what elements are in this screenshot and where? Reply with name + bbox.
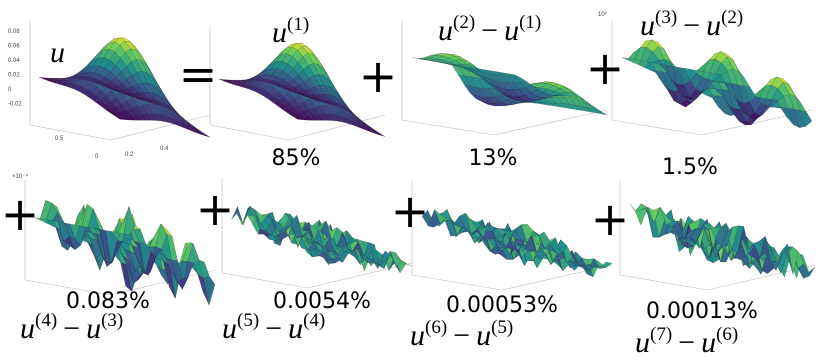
operator: + [359,49,398,103]
sup: (5) [237,310,259,331]
panel-label: u(4) − u(3) [20,310,123,345]
base: u [438,14,453,47]
base: u [50,36,65,69]
operator: + [196,182,235,236]
base: u [272,16,287,49]
share-label: 13% [469,146,518,171]
sup: (6) [425,317,447,338]
operator: + [586,41,625,95]
base: u [635,326,650,359]
base2: u [706,9,721,42]
axis-frame [619,180,816,291]
base2: u [288,312,303,345]
surface-facet [515,224,528,230]
x-tick-label: 0 [95,154,99,160]
z-tick-label: 0.08 [8,29,20,35]
axis-frame [411,180,613,291]
operator: + [1,187,40,241]
share-label: 0.00053% [446,293,558,318]
surface-plot [209,25,386,141]
z-tick-label: -0.02 [8,102,22,108]
z-tick-label: 0.02 [8,73,20,79]
base: u [222,312,237,345]
surface-facet [508,73,521,78]
axis-multiplier: 10³ [598,12,607,18]
share-label: 85% [272,146,321,171]
surface-plot [401,20,608,136]
panel-label: u(7) − u(6) [635,324,738,359]
sup: (1) [287,14,309,35]
panel-label: u(1) [272,14,309,49]
panel-label: u(2) − u(1) [438,12,541,47]
operator: + [391,184,430,238]
panel-label: u(5) − u(4) [222,310,325,345]
sup2: (3) [101,310,123,331]
operator: − [481,14,498,47]
panel-label: u(3) − u(2) [640,7,743,42]
operator: − [683,9,700,42]
base2: u [86,312,101,345]
z-tick-label: 0.06 [8,44,20,50]
operator: − [265,312,282,345]
z-tick-label: 0.04 [8,58,20,64]
surface-facet [715,62,728,75]
surface-plot [619,180,816,291]
surface-facet [123,93,135,98]
x-tick-label: 0.5 [55,136,64,142]
sup2: (4) [303,310,325,331]
sup2: (6) [716,324,738,345]
share-label: 1.5% [662,155,718,180]
axis-multiplier: ×10⁻⁴ [12,173,28,180]
sup: (7) [650,324,672,345]
share-label: 0.083% [66,289,150,314]
operator: − [678,326,695,359]
axis-frame [221,178,413,289]
surface-facet [374,131,386,137]
panel-label: u [50,36,65,69]
sup2: (5) [491,317,513,338]
surface-facet [320,220,333,241]
base2: u [701,326,716,359]
surface-facet [123,206,135,235]
x-tick-label: 0.2 [125,152,134,158]
operator: + [591,192,630,246]
share-label: 0.00013% [646,299,758,324]
operator: − [63,312,80,345]
sup: (4) [35,310,57,331]
base: u [410,319,425,352]
surface-plot [611,20,813,136]
base: u [640,9,655,42]
base: u [20,312,35,345]
surface-plot [29,20,211,141]
x-tick-label: 0.4 [160,146,169,152]
share-label: 0.0054% [273,289,371,314]
z-tick-label: 0 [8,87,12,93]
surface-plot [411,180,613,291]
operator: − [453,319,470,352]
base2: u [476,319,491,352]
sup: (2) [453,12,475,33]
surface-facet [300,94,312,99]
surface-plot [221,178,413,289]
sup: (3) [655,7,677,28]
surface-facet [199,131,211,138]
panel-label: u(6) − u(5) [410,317,513,352]
sup2: (2) [721,7,743,28]
sup2: (1) [519,12,541,33]
base2: u [504,14,519,47]
axis-frame [611,20,813,136]
surface-facet [720,226,733,247]
operator: = [179,47,218,101]
surface-plot [24,180,216,306]
axis-frame [401,20,608,136]
